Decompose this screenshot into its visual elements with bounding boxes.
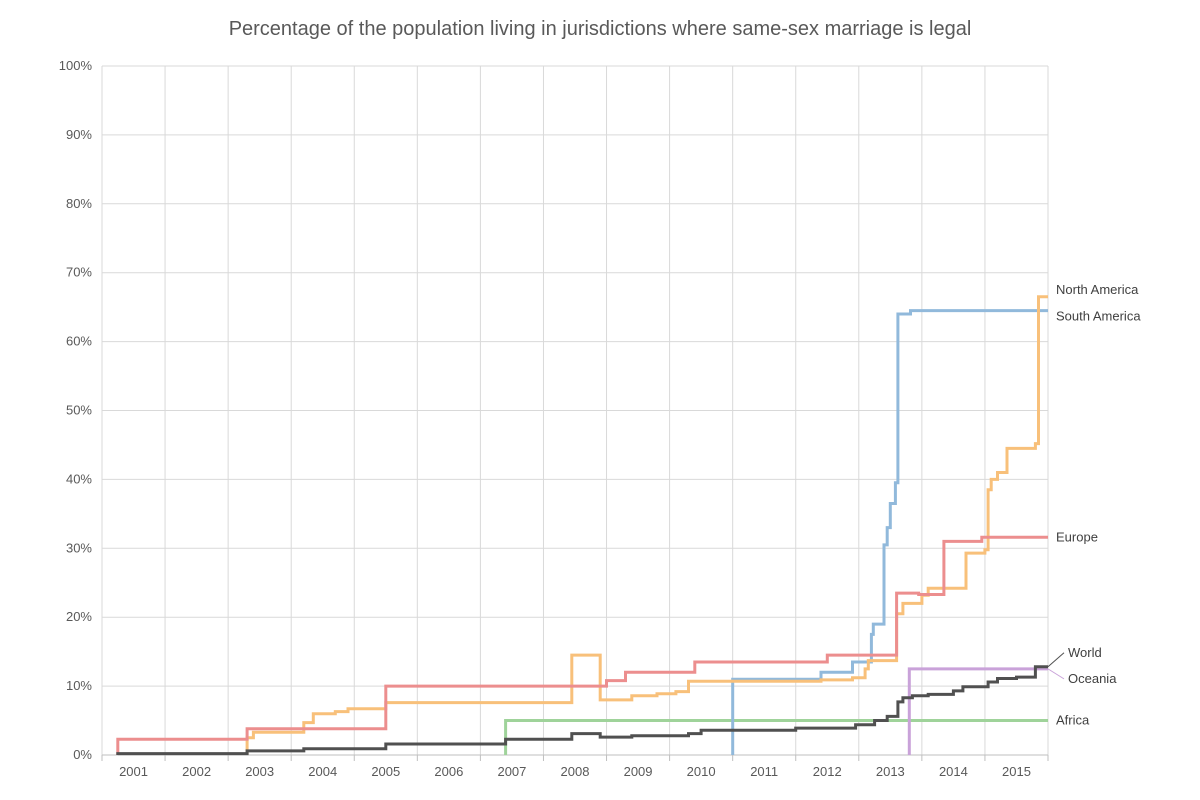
x-tick-label: 2008 (561, 764, 590, 779)
y-tick-label: 80% (66, 196, 92, 211)
y-tick-label: 60% (66, 334, 92, 349)
x-tick-label: 2006 (434, 764, 463, 779)
x-tick-label: 2013 (876, 764, 905, 779)
label-layer: Africa Oceania South America North America E… (1047, 282, 1141, 728)
y-tick-label: 10% (66, 678, 92, 693)
series-line-oceania (907, 667, 1048, 755)
series-label-north-america: North America (1056, 282, 1139, 297)
y-tick-label: 50% (66, 403, 92, 418)
x-tick-label: 2014 (939, 764, 968, 779)
x-tick-label: 2003 (245, 764, 274, 779)
series-line-north-america (245, 295, 1048, 755)
x-tick-label: 2015 (1002, 764, 1031, 779)
series-label-africa: Africa (1056, 713, 1090, 728)
y-tick-label: 70% (66, 265, 92, 280)
y-tick-label: 0% (73, 747, 92, 762)
series-leader-world (1047, 652, 1065, 668)
y-tick-label: 90% (66, 127, 92, 142)
x-tick-label: 2007 (497, 764, 526, 779)
series-label-oceania: Oceania (1068, 671, 1117, 686)
axis-layer: 0% 10% 20% 30% 40% 50% 60% 70% 80% 90% 100% 2001 200… (59, 58, 1049, 779)
series-leader-oceania (1047, 668, 1065, 680)
series-line-south-america (731, 309, 1048, 755)
y-tick-label: 100% (59, 58, 93, 73)
series-label-world: World (1068, 645, 1102, 660)
series-line-europe (116, 535, 1048, 755)
series-label-south-america: South America (1056, 309, 1141, 324)
y-tick-label: 30% (66, 540, 92, 555)
series-line-world (116, 665, 1048, 756)
chart-title: Percentage of the population living in j… (228, 18, 972, 40)
y-tick-label: 40% (66, 471, 92, 486)
x-tick-label: 2002 (182, 764, 211, 779)
y-tick-label: 20% (66, 609, 92, 624)
x-tick-label: 2012 (813, 764, 842, 779)
x-tick-label: 2009 (624, 764, 653, 779)
x-tick-label: 2011 (750, 764, 778, 779)
series-line-africa (504, 719, 1048, 755)
x-tick-label: 2005 (371, 764, 400, 779)
grid-layer (101, 65, 1049, 755)
x-tick-label: 2004 (308, 764, 337, 779)
series-layer (116, 295, 1048, 756)
series-label-europe: Europe (1056, 529, 1098, 544)
x-tick-label: 2001 (119, 764, 148, 779)
x-tick-label: 2010 (687, 764, 716, 779)
